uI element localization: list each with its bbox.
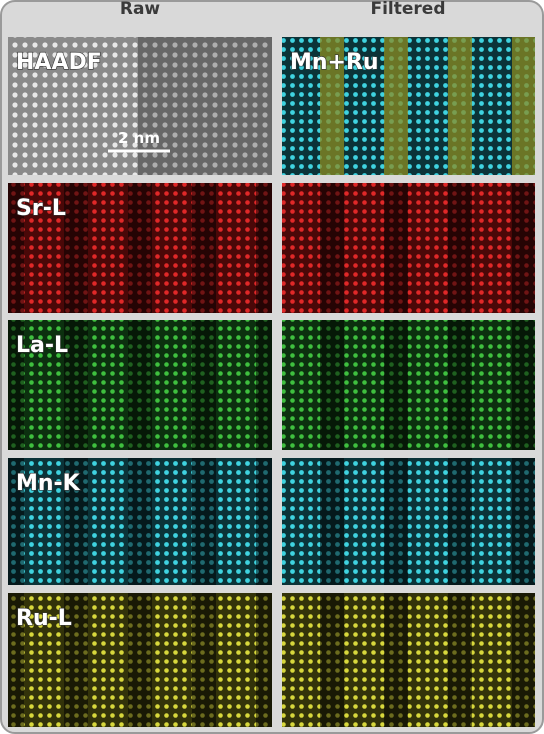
stripe-overlay bbox=[8, 183, 272, 313]
stripe-overlay bbox=[282, 320, 535, 450]
panels: HAADF Mn+Ru Sr-L La-L Mn-K Ru-L bbox=[8, 37, 535, 727]
panel-label: Mn+Ru bbox=[290, 50, 379, 75]
shade bbox=[138, 37, 272, 175]
stripe-overlay bbox=[282, 37, 535, 175]
column-header: Raw bbox=[120, 0, 161, 19]
column-header: Filtered bbox=[370, 0, 445, 19]
stripe-overlay bbox=[8, 593, 272, 727]
panel-label: Ru-L bbox=[16, 606, 72, 631]
panel-label: HAADF bbox=[16, 50, 102, 75]
panel-label: Sr-L bbox=[16, 196, 66, 221]
stripe-overlay bbox=[282, 183, 535, 313]
stripe-overlay bbox=[282, 458, 535, 585]
stripe-overlay bbox=[282, 593, 535, 727]
panel-label: La-L bbox=[16, 333, 68, 358]
stripe-overlay bbox=[8, 320, 272, 450]
stripe-overlay bbox=[8, 458, 272, 585]
panel-label: Mn-K bbox=[16, 471, 81, 496]
scale-bar-label: 2 nm bbox=[118, 129, 160, 147]
